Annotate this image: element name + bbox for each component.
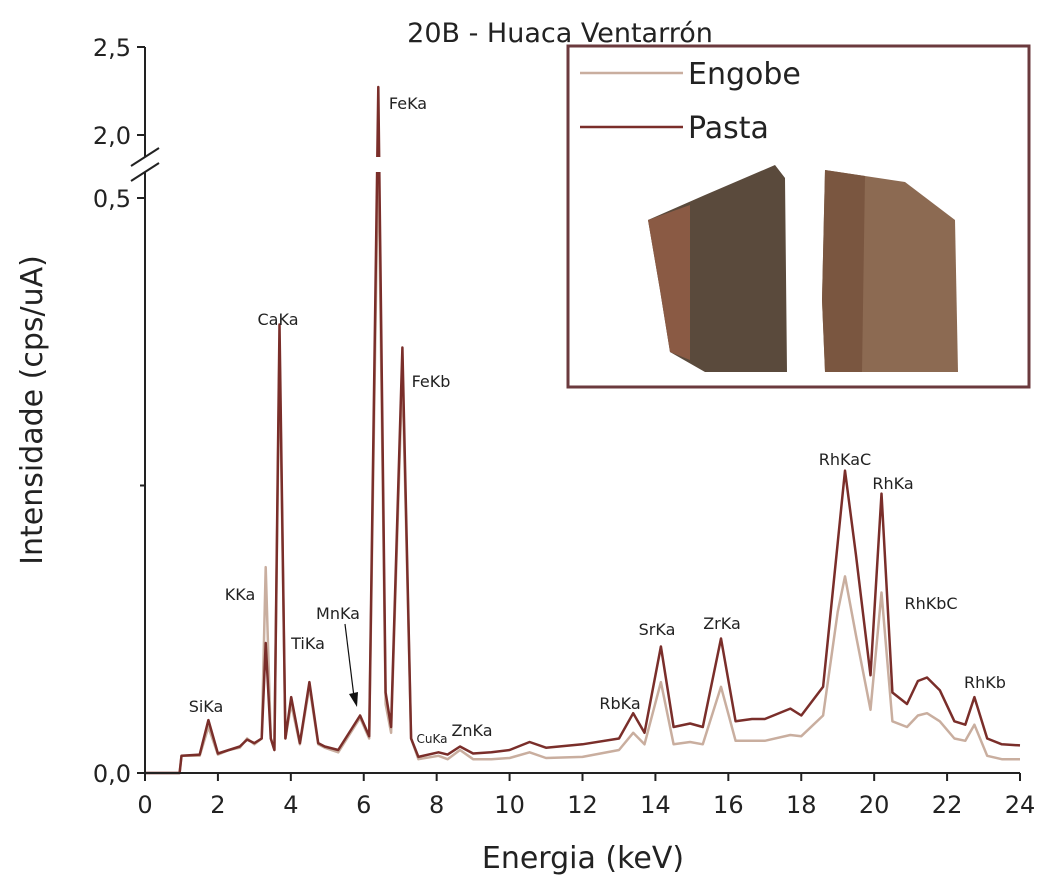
- x-tick-label: 22: [932, 791, 963, 819]
- peak-label: FeKa: [389, 94, 427, 113]
- peak-label: KKa: [225, 585, 256, 604]
- peak-label: RhKaC: [819, 450, 871, 469]
- legend-frame: [566, 44, 1031, 389]
- y-tick-label: 0,5: [93, 185, 131, 213]
- axis-break-mark: [130, 162, 160, 182]
- sherd-right-edge: [822, 170, 865, 372]
- peak-label: RbKa: [599, 694, 640, 713]
- peak-label: SiKa: [189, 697, 224, 716]
- x-tick-label: 20: [859, 791, 890, 819]
- peak-label: ZnKa: [451, 721, 492, 740]
- x-tick-label: 10: [494, 791, 525, 819]
- series-line: [145, 142, 1020, 775]
- x-tick-label: 14: [640, 791, 671, 819]
- x-tick-label: 6: [356, 791, 371, 819]
- y-axis-label: Intensidade (cps/uA): [15, 255, 50, 565]
- annotation-arrow: [344, 623, 355, 698]
- series-line: [145, 85, 1021, 775]
- x-tick-label: 4: [283, 791, 298, 819]
- photo: [648, 165, 958, 372]
- sherd-left-edge: [648, 205, 690, 360]
- peak-label: CaKa: [258, 310, 299, 329]
- y-tick-label: 2,5: [93, 34, 131, 62]
- legend-label: Engobe: [688, 57, 801, 92]
- peak-label: RhKb: [964, 673, 1006, 692]
- x-tick-label: 2: [210, 791, 225, 819]
- annotation-arrowhead: [349, 692, 358, 707]
- legend-label: Pasta: [688, 111, 769, 146]
- x-tick-label: 24: [1005, 791, 1036, 819]
- peak-label: ZrKa: [703, 614, 741, 633]
- peak-label: SrKa: [639, 620, 676, 639]
- peak-label: CuKa: [417, 732, 448, 746]
- axis-break-gap: [100, 157, 560, 172]
- x-tick-label: 12: [567, 791, 598, 819]
- y-tick-label: 0,0: [93, 760, 131, 788]
- x-tick-label: 16: [713, 791, 744, 819]
- axis-break-mark: [130, 147, 160, 167]
- x-tick-label: 0: [137, 791, 152, 819]
- plot-area: 0 2 4 6 8 10 12 14 16 18 20 22 240,00,52,02,5SiKaKKa…: [93, 34, 1035, 819]
- peak-label: MnKa: [316, 604, 360, 623]
- peak-label: FeKb: [412, 372, 451, 391]
- y-tick-label: 2,0: [93, 122, 131, 150]
- x-tick-label: 8: [429, 791, 444, 819]
- x-tick-label: 18: [786, 791, 817, 819]
- legend: Engobe Pasta: [566, 44, 1031, 389]
- peak-label: RhKa: [872, 474, 913, 493]
- chart-title: 20B - Huaca Ventarrón: [407, 18, 713, 49]
- x-axis-label: Energia (keV): [482, 841, 684, 876]
- peak-label: TiKa: [290, 634, 325, 653]
- peak-label: RhKbC: [904, 594, 957, 613]
